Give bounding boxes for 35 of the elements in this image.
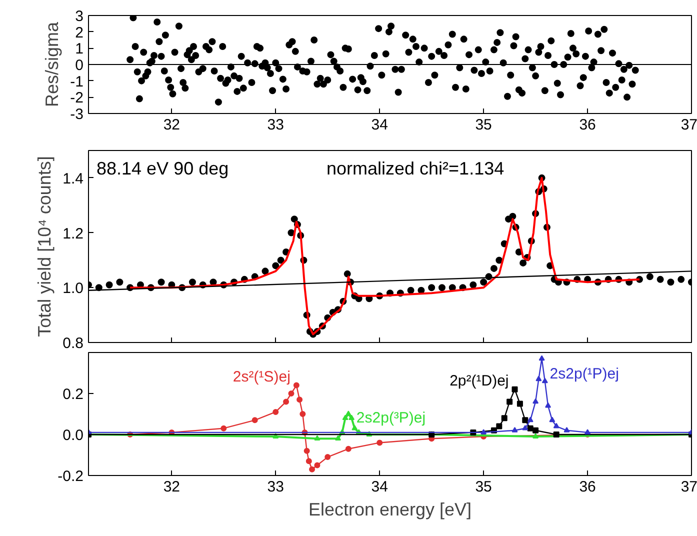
x-tick-label: 36 [579, 478, 596, 496]
y-tick-label: 2 [75, 24, 84, 42]
y-tick-label: 0 [75, 57, 84, 74]
annotation: 88.14 eV 90 deg [96, 158, 229, 178]
y-axis-title: Total yield [10⁴ counts] [34, 156, 55, 337]
series-label: 2s2p(³P)ej [356, 410, 426, 427]
y-tick-label: -3 [70, 106, 84, 123]
y-tick-label: 0.2 [62, 386, 84, 403]
x-axis-title: Electron energy [eV] [308, 500, 472, 520]
x-tick-label: 32 [163, 116, 180, 134]
x-tick-label: 37 [680, 116, 697, 134]
y-tick-label: -1 [70, 73, 84, 90]
x-tick-label: 36 [579, 116, 596, 134]
x-tick-label: 34 [371, 116, 388, 134]
x-tick-label: 34 [371, 478, 388, 496]
annotation: normalized chi²=1.134 [326, 158, 504, 178]
series-label: 2s²(¹S)ej [232, 368, 290, 386]
series-label: 2p²(¹D)ej [450, 372, 509, 390]
y-tick-label: 1 [75, 40, 84, 58]
y-tick-label: 1.4 [62, 170, 84, 188]
series-label: 2s2p(¹P)ej [550, 365, 619, 382]
y-tick-label: 1.0 [62, 280, 84, 298]
x-tick-label: 35 [475, 116, 492, 134]
x-tick-label: 33 [267, 478, 284, 496]
y-tick-label: 0.0 [62, 427, 84, 444]
y-tick-label: 3 [75, 8, 84, 25]
y-axis-title: Res/sigma [42, 21, 62, 108]
y-tick-label: -0.2 [58, 468, 84, 485]
y-tick-label: 1.2 [62, 225, 84, 242]
x-tick-label: 33 [267, 116, 284, 134]
x-tick-label: 32 [163, 478, 180, 496]
y-tick-label: 0.8 [62, 335, 84, 352]
x-tick-label: 35 [475, 478, 492, 496]
x-tick-label: 37 [680, 478, 697, 496]
y-tick-label: -2 [70, 90, 84, 107]
